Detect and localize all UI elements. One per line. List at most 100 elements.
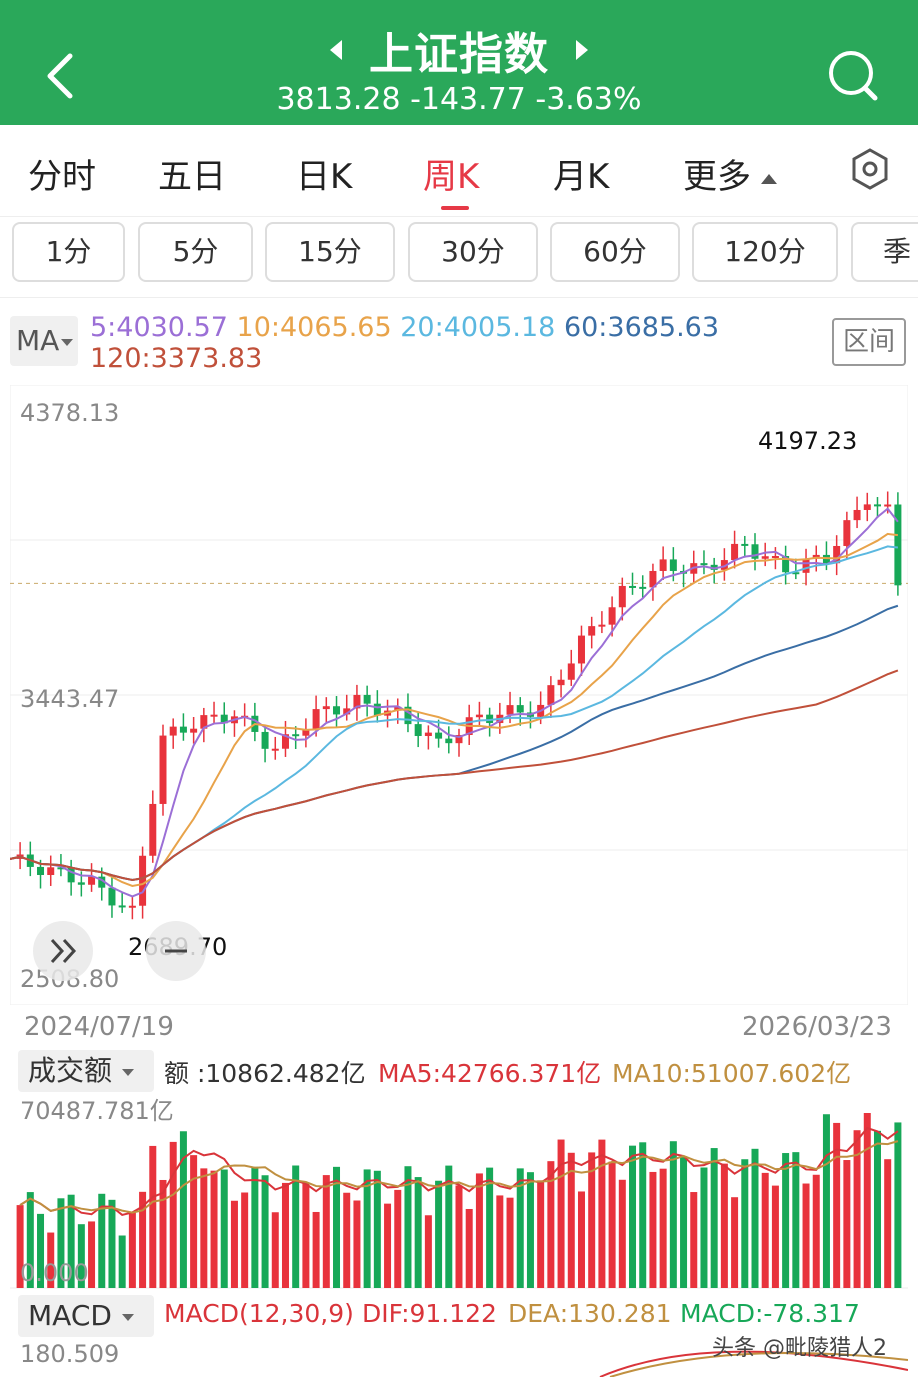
volume-bar <box>506 1197 514 1288</box>
period-quarter[interactable]: 季 <box>851 222 918 282</box>
volume-bar <box>629 1145 637 1288</box>
back-icon[interactable] <box>40 48 84 104</box>
volume-bar <box>618 1179 626 1288</box>
volume-bar <box>312 1211 320 1288</box>
candle-body <box>322 706 330 710</box>
range-button[interactable]: 区间 <box>832 318 906 366</box>
volume-bar <box>169 1141 177 1288</box>
ma-selector[interactable]: MA <box>10 316 78 366</box>
volume-bar <box>669 1141 677 1288</box>
period-15min[interactable]: 15分 <box>265 222 395 282</box>
ma60-value: 60:3685.63 <box>563 312 720 343</box>
volume-bar <box>761 1172 769 1288</box>
volume-bar <box>353 1200 361 1288</box>
volume-selector[interactable]: 成交额 <box>18 1050 154 1092</box>
chart-type-tabs: 分时 五日 日K 周K 月K 更多 <box>0 125 918 217</box>
candle-body <box>292 734 300 737</box>
macd-chart[interactable]: 180.509 <box>10 1340 908 1377</box>
volume-bar <box>792 1152 800 1288</box>
volume-bar <box>384 1203 392 1288</box>
macd-selector[interactable]: MACD <box>18 1295 154 1337</box>
candle-body <box>139 855 147 906</box>
caret-down-icon <box>121 1313 134 1321</box>
volume-bar <box>271 1212 279 1288</box>
volume-bar <box>751 1148 759 1288</box>
volume-bar <box>128 1211 136 1288</box>
period-120min[interactable]: 120分 <box>692 222 838 282</box>
volume-bar <box>557 1139 565 1288</box>
period-30min[interactable]: 30分 <box>408 222 538 282</box>
volume-bar <box>843 1160 851 1288</box>
macd-selector-label: MACD <box>28 1299 112 1332</box>
volume-chart[interactable]: 70487.781亿 0.000 <box>10 1095 908 1290</box>
tab-more[interactable]: 更多 <box>683 149 777 198</box>
volume-bar <box>537 1180 545 1288</box>
volume-bar <box>833 1122 841 1288</box>
volume-bar <box>98 1193 106 1288</box>
tab-monthly-k[interactable]: 月K <box>553 157 610 197</box>
collapse-icon[interactable] <box>145 920 207 982</box>
volume-bar <box>118 1235 126 1288</box>
next-index-arrow-icon[interactable] <box>576 40 589 60</box>
volume-bar <box>322 1175 330 1288</box>
settings-gear-icon[interactable] <box>848 147 892 191</box>
macd-dea: DEA:130.281 <box>508 1299 672 1328</box>
candle-body <box>853 509 861 521</box>
candle-body <box>588 626 596 636</box>
tab-daily-k[interactable]: 日K <box>296 157 353 197</box>
volume-bar <box>281 1182 289 1288</box>
macd-dea-line <box>609 1352 908 1377</box>
page-title: 上证指数 <box>369 29 549 80</box>
expand-forward-icon[interactable] <box>32 920 94 982</box>
tab-weekly-k[interactable]: 周K <box>423 157 480 197</box>
volume-bar <box>680 1156 688 1288</box>
ma120-value: 120:3373.83 <box>90 343 263 374</box>
period-60min[interactable]: 60分 <box>550 222 680 282</box>
candle-body <box>700 563 708 566</box>
price-axis-top: 4378.13 <box>20 399 120 427</box>
volume-axis-min: 0.000 <box>20 1259 89 1287</box>
candle-body <box>200 715 208 729</box>
candle-body <box>414 724 422 737</box>
tab-intraday[interactable]: 分时 <box>28 157 96 197</box>
volume-bar <box>241 1192 249 1288</box>
candle-body <box>343 708 351 715</box>
search-icon[interactable] <box>824 46 882 106</box>
candle-body <box>353 694 361 709</box>
candle-body <box>863 504 871 510</box>
candle-body <box>598 624 606 627</box>
ma-values: 5:4030.57 10:4065.65 20:4005.18 60:3685.… <box>90 312 719 374</box>
ma20-value: 20:4005.18 <box>400 312 556 343</box>
candle-body <box>261 731 269 749</box>
volume-bar <box>690 1192 698 1288</box>
period-5min[interactable]: 5分 <box>138 222 253 282</box>
tab-five-day[interactable]: 五日 <box>158 157 226 197</box>
candle-body <box>731 543 739 561</box>
volume-ma5: MA5:42766.371亿 <box>378 1059 602 1088</box>
period-selector: 1分 5分 15分 30分 60分 120分 季 <box>0 218 918 288</box>
period-1min[interactable]: 1分 <box>12 222 125 282</box>
candlestick-chart[interactable]: 4378.13 3443.47 2508.80 4197.23 2689.70 <box>9 384 909 1006</box>
candle-body <box>761 556 769 559</box>
ma-line <box>9 532 899 888</box>
active-tab-indicator <box>441 206 469 210</box>
candle-body <box>67 868 75 883</box>
prev-index-arrow-icon[interactable] <box>329 40 342 60</box>
volume-bar <box>516 1168 524 1288</box>
candle-body <box>486 714 494 724</box>
ma10-value: 10:4065.65 <box>236 312 392 343</box>
candle-body <box>281 734 289 749</box>
volume-bar <box>526 1172 534 1288</box>
volume-bar <box>292 1165 300 1288</box>
price-axis-mid: 3443.47 <box>20 685 120 713</box>
volume-bar <box>373 1170 381 1288</box>
macd-params: MACD(12,30,9) <box>164 1299 354 1328</box>
volume-bar <box>659 1168 667 1288</box>
macd-dif: DIF:91.122 <box>362 1299 497 1328</box>
candle-body <box>363 694 371 704</box>
volume-bar <box>782 1153 790 1288</box>
volume-bar <box>547 1161 555 1288</box>
volume-bar <box>475 1173 483 1288</box>
macd-dif-line <box>599 1350 908 1377</box>
volume-bar <box>414 1177 422 1288</box>
